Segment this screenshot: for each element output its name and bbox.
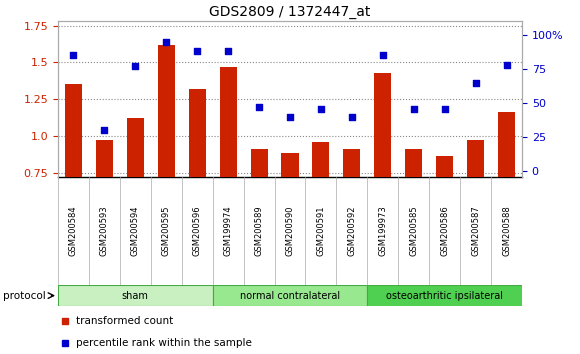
Bar [343, 149, 360, 283]
Text: GSM200596: GSM200596 [193, 206, 202, 256]
Text: sham: sham [122, 291, 149, 301]
Bar [158, 45, 175, 283]
Text: GSM200592: GSM200592 [347, 206, 356, 256]
Bar [188, 89, 206, 283]
Bar [251, 149, 267, 283]
Point [440, 106, 450, 112]
Bar [498, 112, 515, 283]
Text: GSM200584: GSM200584 [69, 206, 78, 256]
Bar [127, 118, 144, 283]
Text: normal contralateral: normal contralateral [240, 291, 340, 301]
Bar [313, 142, 329, 283]
Bar [281, 154, 299, 283]
Bar [96, 140, 113, 283]
Text: osteoarthritic ipsilateral: osteoarthritic ipsilateral [386, 291, 503, 301]
Bar [405, 149, 422, 283]
Point [409, 106, 418, 112]
Point [502, 62, 511, 68]
Text: GSM199973: GSM199973 [378, 206, 387, 256]
Point [285, 114, 295, 120]
Bar [220, 67, 237, 283]
Text: protocol: protocol [3, 291, 46, 301]
Text: GSM200594: GSM200594 [131, 206, 140, 256]
Text: transformed count: transformed count [75, 316, 173, 326]
Bar [213, 285, 367, 306]
Bar [467, 140, 484, 283]
Bar [374, 73, 392, 283]
Text: percentile rank within the sample: percentile rank within the sample [75, 338, 252, 348]
Point [100, 127, 109, 133]
Bar [367, 285, 522, 306]
Text: GSM199974: GSM199974 [224, 206, 233, 256]
Point [347, 114, 357, 120]
Text: GSM200588: GSM200588 [502, 206, 511, 256]
Text: GSM200591: GSM200591 [317, 206, 325, 256]
Point [316, 106, 325, 112]
Text: GSM200595: GSM200595 [162, 206, 171, 256]
Point [223, 48, 233, 54]
Text: GSM200590: GSM200590 [285, 206, 295, 256]
Title: GDS2809 / 1372447_at: GDS2809 / 1372447_at [209, 5, 371, 19]
Point [69, 52, 78, 58]
Text: GSM200587: GSM200587 [471, 206, 480, 256]
Point [130, 63, 140, 69]
Text: GSM200589: GSM200589 [255, 206, 263, 256]
Bar [58, 285, 213, 306]
Point [255, 104, 264, 110]
Bar [436, 156, 453, 283]
Point [193, 48, 202, 54]
Point [471, 80, 480, 85]
Point [162, 39, 171, 45]
Point [378, 52, 387, 58]
Text: GSM200585: GSM200585 [409, 206, 418, 256]
Bar [65, 84, 82, 283]
Text: GSM200593: GSM200593 [100, 206, 109, 256]
Text: GSM200586: GSM200586 [440, 206, 449, 256]
